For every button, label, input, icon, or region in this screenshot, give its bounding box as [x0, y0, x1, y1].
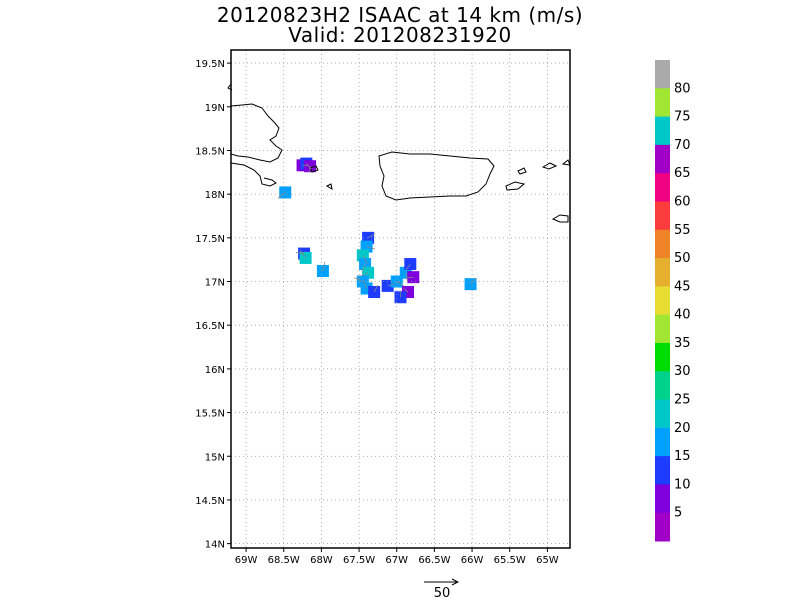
- wind-vector: [363, 280, 367, 289]
- wind-vector: [322, 261, 326, 272]
- colorbar-swatch: [655, 371, 670, 401]
- colorbar-swatch: [655, 484, 670, 514]
- colorbar-label: 20: [674, 421, 691, 436]
- colorbar-swatch: [655, 173, 670, 202]
- colorbar-label: 40: [674, 308, 691, 323]
- colorbar-label: 10: [674, 477, 691, 492]
- lon-tick-label: 67.5W: [343, 555, 375, 566]
- lat-tick-label: 19.5N: [195, 59, 225, 70]
- lon-tick-label: 69W: [235, 555, 258, 566]
- map-frame: [230, 49, 571, 549]
- wind-vector: [405, 263, 411, 271]
- coastline-st-thomas: [541, 162, 558, 170]
- colorbar-swatch: [655, 427, 670, 457]
- lat-tick-label: 19N: [205, 103, 225, 114]
- coastline-desecheo: [325, 183, 333, 191]
- wind-vector: [354, 277, 363, 282]
- colorbar-swatch: [655, 116, 670, 146]
- colorbar-swatch: [655, 456, 670, 485]
- colorbar-swatch: [655, 314, 670, 344]
- lon-tick-label: 68.5W: [268, 555, 300, 566]
- colorbar-label: 15: [674, 449, 691, 464]
- lon-tick-label: 68W: [310, 555, 333, 566]
- reference-vector-label: 50: [434, 586, 451, 600]
- coastline-st-croix: [551, 214, 569, 223]
- coastline-culebra: [517, 167, 527, 175]
- colorbar-swatch: [655, 229, 670, 259]
- wind-vector: [361, 263, 366, 273]
- lat-tick-label: 17.5N: [195, 234, 225, 245]
- map-subtitle-valid-time: Valid: 201208231920: [288, 23, 512, 47]
- coastline-hispaniola-south: [230, 162, 277, 187]
- colorbar-swatch: [655, 258, 670, 287]
- coastline-puerto-rico: [378, 151, 495, 201]
- lat-tick-label: 15.5N: [195, 409, 225, 420]
- colorbar-swatch: [655, 399, 670, 429]
- lat-tick-label: 15N: [205, 452, 225, 463]
- colorbar-label: 80: [674, 81, 691, 96]
- colorbar-swatch: [655, 201, 670, 231]
- colorbar-label: 55: [674, 223, 691, 238]
- lat-tick-label: 18N: [205, 190, 225, 201]
- lat-tick-label: 16N: [205, 365, 225, 376]
- wind-vectors: [277, 163, 477, 298]
- map-axes: 69W 68.5W 68W 67.5W 67W 66.5W 66W 65.5W 65W 19.5N…: [195, 59, 559, 566]
- wind-vector: [362, 255, 368, 265]
- wind-vector: [277, 192, 286, 199]
- colorbar-swatch: [655, 512, 670, 542]
- colorbar-label: 25: [674, 393, 691, 408]
- colorbar-label: 5: [674, 506, 682, 521]
- colorbar-label: 45: [674, 279, 691, 294]
- colorbar-swatch: [655, 60, 670, 89]
- wind-vector: [299, 249, 306, 259]
- colorbar-label: 75: [674, 110, 691, 125]
- lat-tick-label: 14.5N: [195, 496, 225, 507]
- colorbar-swatch: [655, 88, 670, 118]
- wind-vector: [367, 233, 376, 239]
- wind-vector: [387, 283, 396, 287]
- wind-vector: [406, 276, 414, 279]
- lat-tick-label: 17N: [205, 278, 225, 289]
- lon-tick-label: 67W: [385, 555, 408, 566]
- lon-tick-label: 65W: [536, 555, 559, 566]
- coastline-tortola: [561, 159, 571, 166]
- coastline-vieques: [505, 181, 526, 191]
- coastline-mona: [309, 165, 319, 173]
- wind-vector: [403, 287, 409, 293]
- colorbar-swatch: [655, 342, 670, 372]
- colorbar-label: 65: [674, 166, 691, 181]
- wind-vector: [366, 246, 376, 250]
- colorbar-swatch: [655, 144, 670, 174]
- lon-tick-label: 65.5W: [494, 555, 526, 566]
- wind-vector: [358, 272, 369, 278]
- lat-tick-label: 18.5N: [195, 146, 225, 157]
- lon-tick-label: 66W: [461, 555, 484, 566]
- colorbar-label: 50: [674, 251, 691, 266]
- lon-tick-label: 66.5W: [418, 555, 450, 566]
- colorbar-swatch: [655, 286, 670, 316]
- lat-tick-label: 16.5N: [195, 321, 225, 332]
- wind-vector: [405, 272, 408, 282]
- map-title: 20120823H2 ISAAC at 14 km (m/s): [216, 3, 584, 27]
- colorbar-label: 60: [674, 194, 691, 209]
- wind-vector: [373, 285, 379, 293]
- map-gridlines: [231, 50, 570, 548]
- colorbar-label: 30: [674, 364, 691, 379]
- reference-vector: 50: [424, 578, 460, 600]
- wind-vector: [396, 281, 405, 287]
- colorbar-label: 70: [674, 138, 691, 153]
- colorbar-label: 35: [674, 336, 691, 351]
- wind-vector: [470, 277, 477, 285]
- lat-tick-label: 14N: [205, 540, 225, 551]
